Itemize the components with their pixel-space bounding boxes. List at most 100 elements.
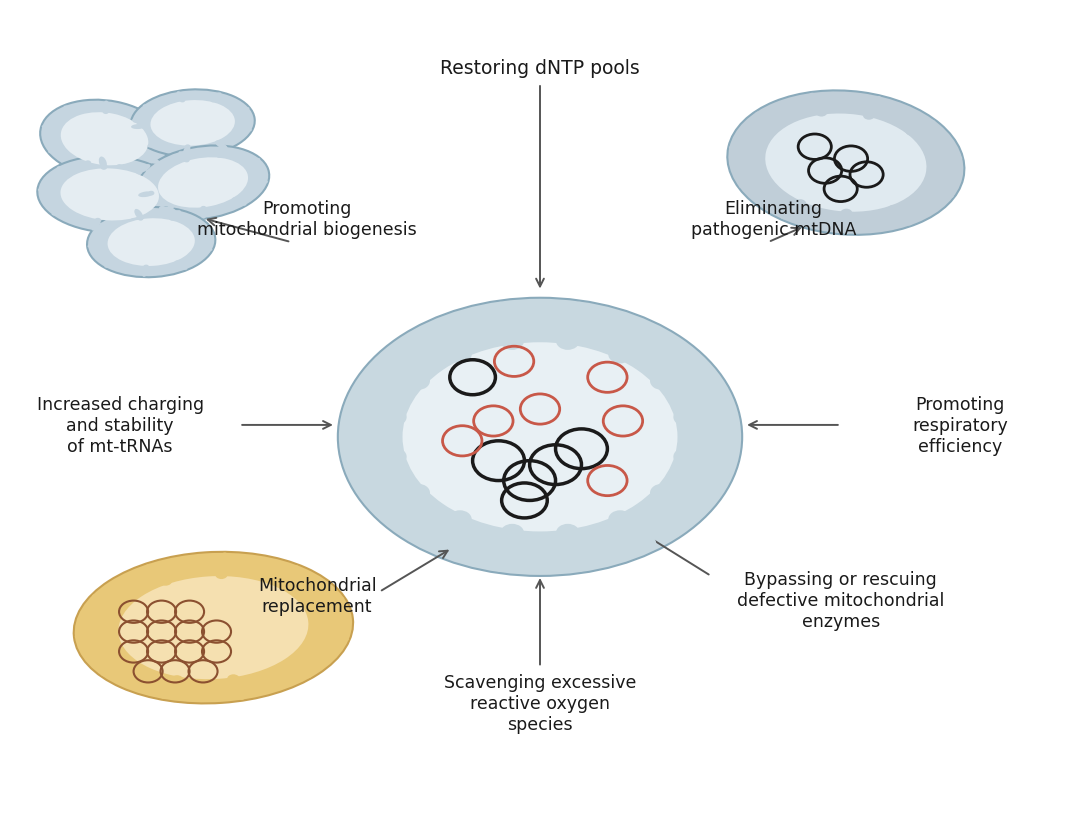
- Ellipse shape: [766, 114, 927, 213]
- Ellipse shape: [161, 186, 167, 191]
- Ellipse shape: [253, 180, 268, 185]
- Ellipse shape: [739, 179, 769, 190]
- Ellipse shape: [227, 675, 240, 684]
- Ellipse shape: [610, 515, 657, 552]
- Ellipse shape: [610, 323, 657, 360]
- Ellipse shape: [119, 576, 309, 679]
- Ellipse shape: [839, 211, 853, 235]
- Ellipse shape: [140, 125, 147, 129]
- Ellipse shape: [448, 510, 472, 528]
- Ellipse shape: [406, 372, 430, 390]
- Ellipse shape: [673, 409, 697, 427]
- Ellipse shape: [176, 92, 185, 103]
- Ellipse shape: [557, 303, 589, 347]
- Ellipse shape: [556, 524, 580, 543]
- Ellipse shape: [234, 109, 240, 114]
- Ellipse shape: [131, 218, 137, 223]
- Ellipse shape: [491, 303, 523, 347]
- Ellipse shape: [171, 676, 184, 686]
- Ellipse shape: [62, 208, 68, 213]
- Ellipse shape: [808, 93, 826, 116]
- Ellipse shape: [727, 91, 964, 236]
- Text: Promoting
respiratory
efficiency: Promoting respiratory efficiency: [912, 395, 1008, 455]
- Ellipse shape: [423, 515, 470, 552]
- Ellipse shape: [677, 404, 737, 425]
- Ellipse shape: [175, 262, 188, 270]
- Ellipse shape: [109, 226, 114, 231]
- Ellipse shape: [105, 261, 118, 269]
- Ellipse shape: [653, 489, 708, 515]
- Ellipse shape: [215, 552, 230, 578]
- Ellipse shape: [200, 208, 207, 219]
- Ellipse shape: [167, 206, 174, 210]
- Ellipse shape: [216, 142, 228, 151]
- Ellipse shape: [143, 105, 157, 111]
- Ellipse shape: [159, 207, 165, 212]
- Ellipse shape: [238, 127, 252, 133]
- Ellipse shape: [235, 108, 249, 113]
- Ellipse shape: [750, 146, 761, 156]
- Ellipse shape: [198, 247, 213, 252]
- Ellipse shape: [49, 148, 65, 155]
- Ellipse shape: [150, 136, 157, 141]
- Ellipse shape: [71, 112, 78, 117]
- Ellipse shape: [406, 485, 430, 502]
- Ellipse shape: [145, 157, 160, 165]
- Ellipse shape: [673, 448, 697, 466]
- Ellipse shape: [423, 323, 470, 360]
- Ellipse shape: [120, 661, 133, 670]
- Ellipse shape: [137, 146, 269, 220]
- Ellipse shape: [144, 156, 150, 161]
- Ellipse shape: [92, 593, 123, 606]
- Ellipse shape: [103, 102, 110, 114]
- Ellipse shape: [42, 126, 58, 131]
- Ellipse shape: [73, 552, 353, 704]
- Ellipse shape: [112, 261, 119, 265]
- Ellipse shape: [197, 246, 202, 251]
- Ellipse shape: [272, 566, 300, 583]
- Ellipse shape: [66, 171, 72, 176]
- Ellipse shape: [117, 166, 126, 178]
- Ellipse shape: [103, 110, 109, 115]
- Ellipse shape: [232, 199, 246, 207]
- Ellipse shape: [383, 409, 407, 427]
- Ellipse shape: [343, 449, 403, 471]
- Ellipse shape: [312, 595, 345, 608]
- Ellipse shape: [448, 346, 472, 364]
- Ellipse shape: [160, 208, 176, 213]
- Ellipse shape: [58, 147, 65, 152]
- Ellipse shape: [557, 528, 589, 572]
- Ellipse shape: [160, 677, 183, 699]
- Text: Promoting
mitochondrial biogenesis: Promoting mitochondrial biogenesis: [197, 199, 417, 238]
- Ellipse shape: [924, 187, 954, 200]
- Ellipse shape: [759, 177, 771, 187]
- Text: Increased charging
and stability
of mt-tRNAs: Increased charging and stability of mt-t…: [37, 395, 204, 455]
- Ellipse shape: [138, 192, 153, 198]
- Ellipse shape: [282, 663, 312, 679]
- Ellipse shape: [158, 158, 248, 208]
- Ellipse shape: [156, 172, 162, 176]
- Text: Restoring dNTP pools: Restoring dNTP pools: [441, 59, 639, 78]
- Ellipse shape: [755, 112, 783, 127]
- Ellipse shape: [310, 600, 323, 609]
- Ellipse shape: [87, 208, 215, 278]
- Ellipse shape: [64, 107, 77, 116]
- Ellipse shape: [133, 118, 139, 123]
- Ellipse shape: [228, 676, 246, 700]
- Ellipse shape: [815, 108, 827, 117]
- Ellipse shape: [271, 576, 284, 586]
- Ellipse shape: [491, 528, 523, 572]
- Ellipse shape: [162, 185, 179, 191]
- Ellipse shape: [174, 261, 180, 265]
- Ellipse shape: [889, 208, 913, 227]
- Ellipse shape: [650, 372, 674, 390]
- Ellipse shape: [556, 332, 580, 351]
- Ellipse shape: [781, 203, 806, 220]
- Ellipse shape: [217, 147, 227, 158]
- Ellipse shape: [160, 576, 172, 586]
- Ellipse shape: [184, 146, 190, 157]
- Ellipse shape: [922, 185, 934, 195]
- Ellipse shape: [40, 101, 168, 179]
- Ellipse shape: [53, 127, 59, 132]
- Ellipse shape: [60, 113, 148, 166]
